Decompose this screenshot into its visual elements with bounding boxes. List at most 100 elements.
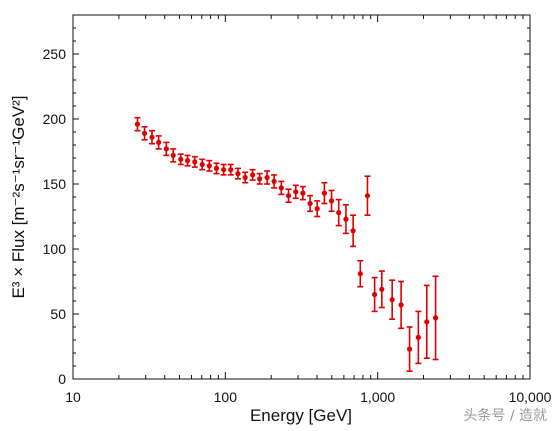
data-point bbox=[148, 129, 155, 145]
point-marker bbox=[350, 228, 356, 234]
y-tick-label: 100 bbox=[43, 241, 67, 257]
point-marker bbox=[213, 165, 220, 171]
y-axis-label: E³ × Flux [m⁻²s⁻¹sr⁻¹GeV²] bbox=[9, 95, 28, 298]
y-tick-label: 200 bbox=[43, 111, 67, 127]
y-tick-label: 50 bbox=[50, 306, 66, 322]
point-marker bbox=[343, 216, 349, 222]
point-marker bbox=[321, 190, 327, 196]
data-point bbox=[299, 185, 306, 201]
data-point bbox=[206, 159, 213, 172]
data-point bbox=[191, 155, 198, 168]
data-point bbox=[177, 153, 184, 166]
point-marker bbox=[242, 174, 248, 181]
axis-ticks bbox=[72, 15, 531, 380]
point-marker bbox=[424, 319, 430, 325]
x-axis-label: Energy [GeV] bbox=[250, 406, 352, 425]
data-point bbox=[398, 280, 405, 330]
point-marker bbox=[141, 130, 148, 136]
data-point bbox=[220, 163, 227, 176]
point-marker bbox=[278, 185, 284, 191]
data-point bbox=[278, 180, 285, 196]
data-point bbox=[328, 189, 335, 213]
data-point bbox=[406, 326, 413, 373]
point-marker bbox=[307, 200, 313, 207]
point-marker bbox=[149, 134, 155, 140]
data-point bbox=[371, 276, 378, 313]
data-point bbox=[249, 168, 256, 181]
point-marker bbox=[156, 139, 162, 145]
point-marker bbox=[199, 161, 205, 168]
point-marker bbox=[293, 189, 299, 195]
point-marker bbox=[257, 176, 263, 182]
point-marker bbox=[285, 193, 292, 199]
point-marker bbox=[228, 167, 234, 173]
point-marker bbox=[364, 193, 371, 199]
data-point bbox=[307, 194, 314, 213]
data-point bbox=[378, 270, 385, 309]
x-tick-label: 100 bbox=[214, 389, 238, 405]
point-marker bbox=[328, 198, 335, 204]
data-point bbox=[234, 167, 241, 180]
data-point bbox=[213, 162, 220, 175]
data-points bbox=[134, 116, 439, 373]
point-marker bbox=[192, 159, 198, 165]
point-marker bbox=[432, 315, 439, 321]
data-point bbox=[321, 181, 328, 205]
point-marker bbox=[398, 302, 404, 308]
data-point bbox=[256, 172, 263, 185]
point-marker bbox=[235, 171, 241, 177]
data-point bbox=[292, 184, 299, 200]
data-point bbox=[415, 310, 422, 365]
data-point bbox=[357, 259, 364, 288]
data-point bbox=[350, 214, 357, 248]
point-marker bbox=[249, 172, 256, 178]
data-point bbox=[432, 275, 439, 361]
data-point bbox=[335, 198, 342, 227]
data-point bbox=[423, 284, 430, 360]
data-point bbox=[227, 163, 234, 176]
data-point bbox=[242, 171, 249, 184]
data-point bbox=[184, 154, 191, 167]
point-marker bbox=[372, 291, 378, 298]
data-point bbox=[155, 135, 162, 150]
point-marker bbox=[271, 178, 277, 184]
data-point bbox=[141, 126, 148, 141]
data-point bbox=[170, 148, 177, 163]
point-marker bbox=[379, 286, 385, 292]
point-marker bbox=[170, 152, 176, 158]
data-point bbox=[199, 158, 206, 171]
data-point bbox=[314, 200, 321, 218]
x-tick-label: 10 bbox=[65, 389, 81, 405]
point-marker bbox=[389, 297, 395, 303]
point-marker bbox=[406, 346, 413, 352]
point-marker bbox=[415, 334, 421, 340]
point-marker bbox=[264, 174, 270, 181]
point-marker bbox=[163, 146, 169, 152]
point-marker bbox=[357, 271, 363, 277]
point-marker bbox=[206, 163, 212, 169]
data-point bbox=[389, 279, 396, 321]
point-marker bbox=[314, 206, 320, 212]
watermark: 头条号 / 造就 bbox=[463, 408, 547, 424]
tick-labels: 0 50 100 150 200 250 10 100 1,000 10,000 bbox=[43, 46, 552, 405]
data-point bbox=[163, 141, 170, 157]
data-point bbox=[134, 116, 141, 132]
point-marker bbox=[221, 167, 227, 173]
y-tick-label: 250 bbox=[43, 46, 67, 62]
point-marker bbox=[134, 121, 141, 127]
data-point bbox=[364, 175, 371, 216]
y-tick-label: 0 bbox=[58, 371, 66, 387]
point-marker bbox=[300, 190, 306, 196]
x-tick-label: 1,000 bbox=[360, 389, 395, 405]
data-point bbox=[285, 188, 292, 203]
data-point bbox=[264, 170, 271, 185]
plot-frame bbox=[72, 14, 531, 380]
point-marker bbox=[184, 158, 191, 164]
point-marker bbox=[178, 156, 184, 162]
data-point bbox=[342, 204, 349, 235]
y-tick-label: 150 bbox=[43, 176, 67, 192]
point-marker bbox=[336, 210, 342, 216]
data-point bbox=[271, 174, 278, 189]
x-tick-label: 10,000 bbox=[509, 389, 552, 405]
